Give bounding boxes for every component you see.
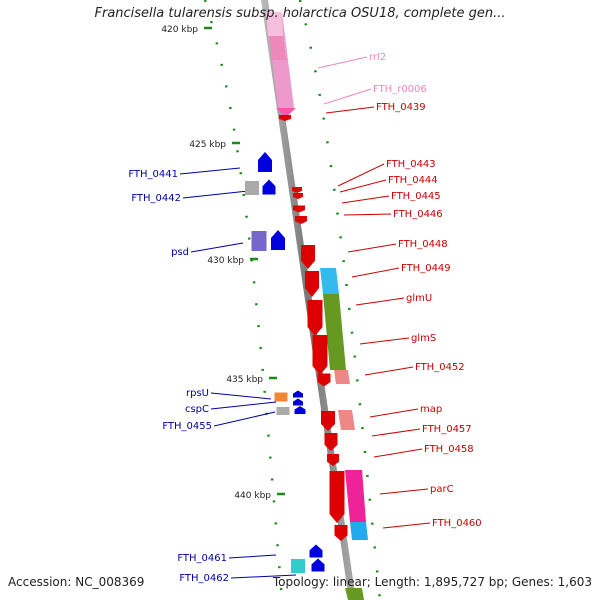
gene-arrow-fth-0458[interactable] — [327, 454, 339, 466]
genome-summary: Topology: linear; Length: 1,895,727 bp; … — [272, 575, 592, 589]
leader-line — [213, 411, 276, 427]
leader-line — [228, 554, 277, 559]
leader-line — [182, 190, 249, 199]
gene-label-fth-r0006[interactable]: FTH_r0006 — [373, 84, 427, 95]
scale-tick-label: 440 kbp — [234, 491, 271, 501]
gene-arrow-glmu[interactable] — [307, 300, 323, 336]
map-title: Francisella tularensis subsp. holarctica… — [94, 6, 506, 21]
leader-line — [382, 522, 431, 529]
leader-line — [379, 488, 429, 495]
gene-arrow-fth-0460[interactable] — [334, 525, 348, 541]
gene-arrow-fth-0449[interactable] — [305, 271, 319, 297]
scale-tick-label: 435 kbp — [226, 375, 263, 385]
gene-block-rpsu — [274, 392, 288, 402]
gene-label-fth-0441[interactable]: FTH_0441 — [128, 169, 178, 180]
gene-label-fth-0457[interactable]: FTH_0457 — [422, 424, 472, 435]
gene-label-glmu[interactable]: glmU — [406, 293, 432, 304]
scale-tick-label: 425 kbp — [189, 140, 226, 150]
gene-label-cspc[interactable]: cspC — [185, 404, 209, 415]
gene-arrow-psd[interactable] — [271, 230, 285, 250]
gene-label-rpsu[interactable]: rpsU — [186, 388, 209, 399]
gene-label-psd[interactable]: psd — [171, 247, 189, 258]
gene-label-fth-0448[interactable]: FTH_0448 — [398, 239, 448, 250]
gene-arrow-fth-0461[interactable] — [309, 544, 323, 558]
gene-block-fth-0462 — [291, 559, 305, 573]
leader-line — [325, 106, 375, 114]
gene-label-fth-0462[interactable]: FTH_0462 — [179, 573, 229, 584]
gene-label-fth-0445[interactable]: FTH_0445 — [391, 191, 441, 202]
leader-line — [359, 337, 410, 345]
leader-line — [190, 242, 244, 253]
gene-label-fth-0461[interactable]: FTH_0461 — [177, 553, 227, 564]
gene-label-fth-0443[interactable]: FTH_0443 — [386, 159, 436, 170]
leader-line — [323, 88, 372, 105]
gene-block-psd — [251, 231, 267, 251]
accession-text: Accession: NC_008369 — [8, 575, 145, 589]
leader-line — [210, 401, 277, 410]
leader-line — [364, 366, 414, 376]
gene-arrow-fth-0444[interactable] — [293, 193, 303, 199]
gene-arrow-fth-0443[interactable] — [292, 187, 302, 193]
leader-line — [373, 448, 423, 458]
gene-arrow-fth-0441[interactable] — [258, 152, 272, 172]
gene-arrow-cspc[interactable] — [293, 398, 303, 406]
gene-label-fth-0442[interactable]: FTH_0442 — [131, 193, 181, 204]
leader-line — [230, 574, 297, 579]
gene-arrow-fth-0455[interactable] — [294, 406, 306, 414]
leader-line — [339, 179, 387, 193]
gene-label-fth-0439[interactable]: FTH_0439 — [376, 102, 426, 113]
leader-line — [351, 267, 400, 278]
leader-line — [355, 297, 405, 306]
leader-line — [341, 195, 390, 204]
gene-label-fth-0460[interactable]: FTH_0460 — [432, 518, 482, 529]
gene-arrow-map[interactable] — [321, 411, 335, 431]
leader-line — [369, 408, 419, 418]
gene-label-fth-0458[interactable]: FTH_0458 — [424, 444, 474, 455]
gene-block-fth-0442 — [245, 181, 259, 195]
gene-label-fth-0444[interactable]: FTH_0444 — [388, 175, 438, 186]
gene-label-fth-0455[interactable]: FTH_0455 — [162, 421, 212, 432]
gene-arrow-fth-0439[interactable] — [279, 115, 291, 121]
scale-tick-label: 430 kbp — [207, 256, 244, 266]
scale-tick-label: 420 kbp — [161, 25, 198, 35]
gene-label-glms[interactable]: glmS — [411, 333, 436, 344]
label-leaders — [179, 56, 431, 579]
gene-arrow-fth-0445[interactable] — [293, 205, 305, 213]
gene-arrow-fth-0448[interactable] — [301, 245, 315, 269]
gene-label-fth-0449[interactable]: FTH_0449 — [401, 263, 451, 274]
gene-arrows — [245, 115, 348, 573]
gene-arrow-fth-0446[interactable] — [295, 216, 307, 224]
gene-segments — [320, 268, 368, 600]
gene-block-fth-0455 — [276, 407, 290, 415]
leader-line — [343, 213, 392, 216]
gene-label-rrl2[interactable]: rrl2 — [369, 52, 386, 63]
gene-arrow-fth-0452[interactable] — [317, 373, 331, 387]
rrna-feature — [266, 12, 296, 117]
leader-line — [347, 243, 397, 253]
gene-label-fth-0446[interactable]: FTH_0446 — [393, 209, 443, 220]
leader-line — [210, 392, 272, 400]
gene-arrow-rpsu[interactable] — [293, 390, 303, 398]
leader-line — [371, 428, 421, 437]
gene-label-parc[interactable]: parC — [430, 484, 454, 495]
gene-label-fth-0452[interactable]: FTH_0452 — [415, 362, 465, 373]
leader-line — [317, 56, 368, 69]
gene-arrow-glms[interactable] — [312, 335, 328, 375]
gene-label-map[interactable]: map — [420, 404, 442, 415]
scale-ticks: 420 kbp 425 kbp 430 kbp 435 kbp 440 kbp — [161, 25, 285, 501]
gene-arrow-parc[interactable] — [329, 471, 345, 523]
gene-arrow-fth-0457[interactable] — [324, 433, 338, 451]
leader-line — [179, 167, 241, 175]
leader-line — [337, 163, 385, 187]
gene-arrow-fth-0442[interactable] — [262, 179, 276, 195]
gene-arrow-fth-0462[interactable] — [311, 558, 325, 572]
